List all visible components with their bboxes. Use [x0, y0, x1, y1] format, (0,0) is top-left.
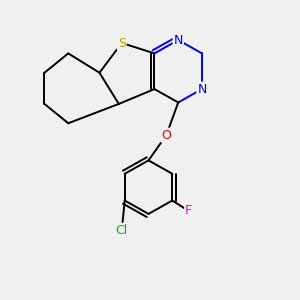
- Text: N: N: [173, 34, 183, 46]
- Text: O: O: [161, 129, 171, 142]
- Text: N: N: [197, 82, 207, 96]
- Text: Cl: Cl: [116, 224, 128, 237]
- Text: S: S: [118, 37, 126, 50]
- Text: F: F: [185, 204, 192, 218]
